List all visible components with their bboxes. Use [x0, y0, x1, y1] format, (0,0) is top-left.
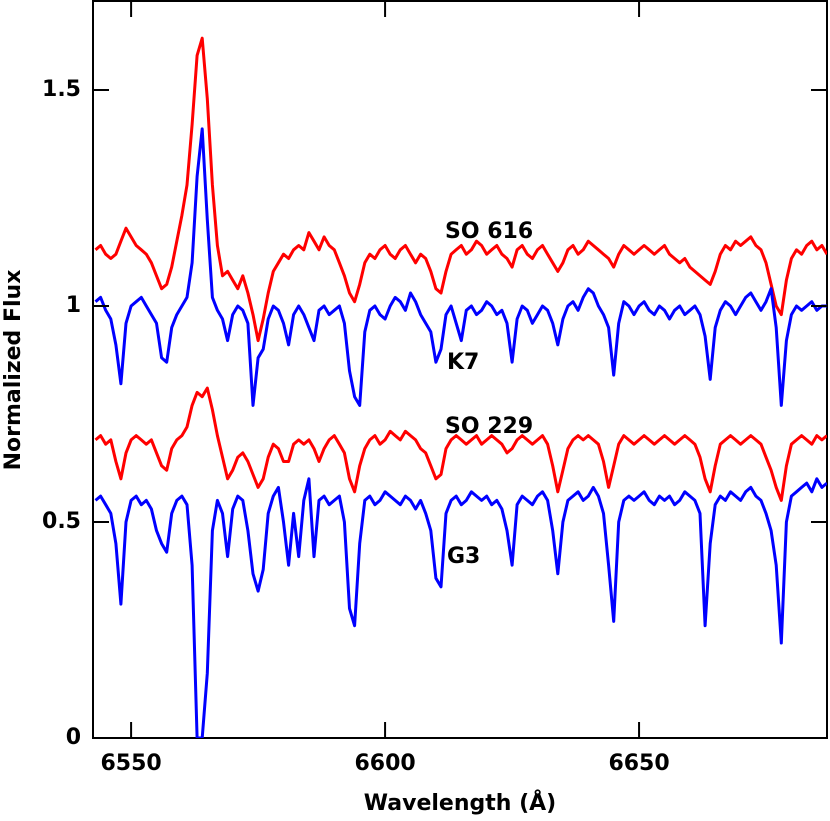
series-annotation: SO 616 — [445, 219, 533, 244]
x-tick-label: 6550 — [100, 751, 161, 776]
x-tick-label: 6600 — [354, 751, 415, 776]
spectrum-line — [94, 127, 827, 407]
series-annotation: K7 — [447, 350, 479, 375]
x-tick-label: 6650 — [608, 751, 669, 776]
y-tick-label: 0 — [66, 725, 81, 750]
y-tick-label: 1 — [66, 293, 81, 318]
y-tick-label: 1.5 — [42, 77, 81, 102]
x-axis-label: Wavelength (Å) — [364, 790, 556, 816]
spectrum-line — [94, 477, 827, 738]
plot-frame — [92, 0, 828, 739]
y-tick-label: 0.5 — [42, 509, 81, 534]
series-annotation: SO 229 — [445, 414, 533, 439]
spectrum-line — [94, 386, 827, 502]
series-annotation: G3 — [447, 544, 480, 569]
y-axis-label: Normalized Flux — [1, 270, 26, 471]
spectrum-line — [94, 36, 827, 343]
curves — [94, 36, 827, 738]
